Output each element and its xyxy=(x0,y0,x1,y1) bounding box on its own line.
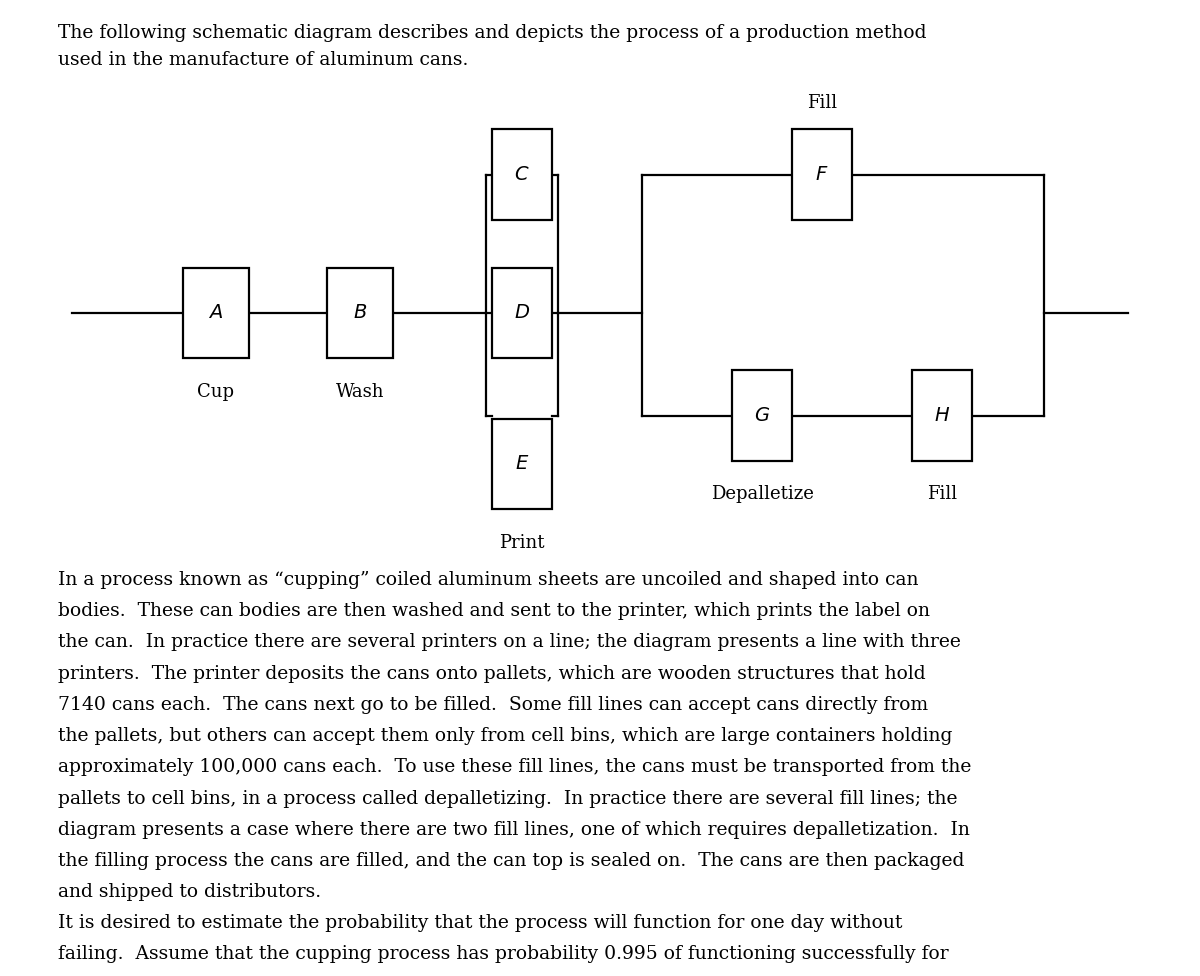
Text: $C$: $C$ xyxy=(515,166,529,183)
Text: bodies.  These can bodies are then washed and sent to the printer, which prints : bodies. These can bodies are then washed… xyxy=(58,602,930,620)
Text: the filling process the cans are filled, and the can top is sealed on.  The cans: the filling process the cans are filled,… xyxy=(58,852,964,870)
Bar xyxy=(492,268,552,358)
Bar xyxy=(492,419,552,508)
Text: diagram presents a case where there are two fill lines, one of which requires de: diagram presents a case where there are … xyxy=(58,821,970,838)
Text: failing.  Assume that the cupping process has probability 0.995 of functioning s: failing. Assume that the cupping process… xyxy=(58,945,948,962)
Bar xyxy=(912,370,972,461)
Text: printers.  The printer deposits the cans onto pallets, which are wooden structur: printers. The printer deposits the cans … xyxy=(58,665,925,682)
Text: and shipped to distributors.: and shipped to distributors. xyxy=(58,883,320,901)
Text: Fill: Fill xyxy=(926,485,958,504)
Text: the pallets, but others can accept them only from cell bins, which are large con: the pallets, but others can accept them … xyxy=(58,727,952,745)
Text: $B$: $B$ xyxy=(353,305,367,322)
Text: approximately 100,000 cans each.  To use these fill lines, the cans must be tran: approximately 100,000 cans each. To use … xyxy=(58,758,971,776)
Text: pallets to cell bins, in a process called depalletizing.  In practice there are : pallets to cell bins, in a process calle… xyxy=(58,790,958,807)
Text: $F$: $F$ xyxy=(815,166,829,183)
Text: $D$: $D$ xyxy=(514,305,530,322)
Bar xyxy=(792,130,852,220)
Text: In a process known as “cupping” coiled aluminum sheets are uncoiled and shaped i: In a process known as “cupping” coiled a… xyxy=(58,571,918,589)
Text: The following schematic diagram describes and depicts the process of a productio: The following schematic diagram describe… xyxy=(58,24,926,42)
Bar xyxy=(492,130,552,220)
Text: Fill: Fill xyxy=(806,94,838,112)
Text: $A$: $A$ xyxy=(209,305,223,322)
Text: $G$: $G$ xyxy=(754,407,770,425)
Text: the can.  In practice there are several printers on a line; the diagram presents: the can. In practice there are several p… xyxy=(58,633,960,651)
Text: Print: Print xyxy=(499,534,545,551)
Bar xyxy=(732,370,792,461)
Bar xyxy=(326,268,392,358)
Text: It is desired to estimate the probability that the process will function for one: It is desired to estimate the probabilit… xyxy=(58,914,902,931)
Text: Wash: Wash xyxy=(336,383,384,401)
Text: 7140 cans each.  The cans next go to be filled.  Some fill lines can accept cans: 7140 cans each. The cans next go to be f… xyxy=(58,696,928,713)
Text: $H$: $H$ xyxy=(934,407,950,425)
Text: Cup: Cup xyxy=(198,383,234,401)
Bar xyxy=(182,268,250,358)
Text: $E$: $E$ xyxy=(515,455,529,472)
Text: Depalletize: Depalletize xyxy=(710,485,814,504)
Text: used in the manufacture of aluminum cans.: used in the manufacture of aluminum cans… xyxy=(58,51,468,68)
